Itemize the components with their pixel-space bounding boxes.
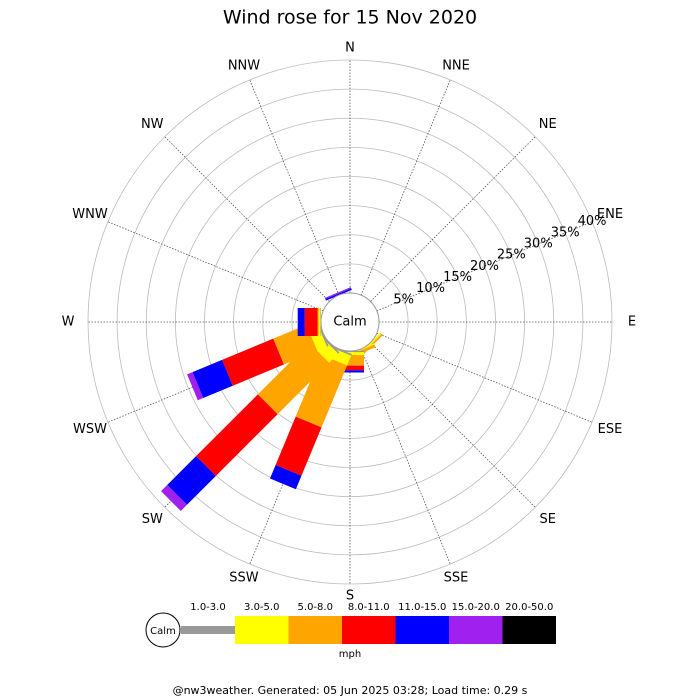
r-tick-label: 30% — [524, 237, 553, 252]
r-tick-label: 40% — [578, 214, 607, 229]
calm-circle — [320, 292, 380, 352]
legend-swatch — [502, 616, 556, 644]
direction-label: SSW — [229, 570, 259, 585]
direction-label: WNW — [72, 207, 108, 222]
r-tick-label: 15% — [443, 270, 472, 285]
direction-label: NE — [539, 117, 557, 132]
bar-segment — [275, 416, 322, 476]
bar-segment — [318, 308, 321, 336]
direction-label: SSE — [444, 570, 469, 585]
bar-segment — [222, 338, 284, 386]
legend-swatch — [235, 616, 289, 644]
legend-label: 5.0-8.0 — [298, 602, 333, 613]
calm-label: Calm — [333, 315, 366, 330]
direction-label: NNE — [442, 59, 470, 74]
bar-segment — [187, 372, 204, 401]
bar-segment — [324, 287, 352, 299]
direction-label: N — [345, 41, 355, 56]
direction-label: E — [628, 315, 636, 330]
legend-swatch — [449, 616, 503, 644]
legend-calm-label: Calm — [150, 626, 176, 637]
grid-ring — [116, 88, 584, 556]
bar-segment — [325, 288, 352, 301]
direction-label: NW — [141, 117, 164, 132]
legend-label: 15.0-20.0 — [452, 602, 500, 613]
unit-label: mph — [339, 649, 361, 660]
bar-segment — [270, 465, 302, 490]
grid-ring — [291, 263, 409, 381]
direction-label: W — [62, 315, 75, 330]
r-tick-label: 5% — [393, 292, 414, 307]
direction-label: ESE — [598, 422, 623, 437]
legend-calm — [145, 612, 181, 648]
chart-title: Wind rose for 15 Nov 2020 — [223, 7, 477, 29]
grid-ring — [87, 59, 613, 585]
legend-swatch — [342, 616, 396, 644]
legend-swatch — [395, 616, 449, 644]
legend-label: 3.0-5.0 — [244, 602, 279, 613]
bar-segment — [161, 485, 187, 511]
bar-segment — [317, 308, 319, 336]
direction-label: SW — [142, 512, 163, 527]
r-tick-label: 10% — [416, 281, 445, 296]
r-tick-label: 20% — [470, 259, 499, 274]
direction-label: NNW — [228, 59, 260, 74]
legend-label: 8.0-11.0 — [348, 602, 390, 613]
legend-label: 11.0-15.0 — [398, 602, 446, 613]
bar-segment — [192, 359, 233, 398]
grid-ring — [204, 176, 496, 468]
direction-label: SE — [540, 512, 556, 527]
grid-ring — [174, 146, 526, 498]
direction-label: WSW — [73, 422, 107, 437]
legend-swatch — [288, 616, 342, 644]
r-tick-label: 25% — [497, 248, 526, 263]
bar-segment — [297, 308, 305, 336]
footer: @nw3weather. Generated: 05 Jun 2025 03:2… — [173, 684, 528, 697]
legend-label: 1.0-3.0 — [190, 602, 225, 613]
bar-segment — [196, 394, 278, 476]
direction-label: ENE — [597, 207, 623, 222]
legend-swatch — [181, 626, 235, 634]
legend-label: 20.0-50.0 — [505, 602, 553, 613]
r-tick-label: 35% — [551, 225, 580, 240]
bar-segment — [167, 456, 216, 505]
bar-segment — [304, 308, 318, 336]
bar-segment — [295, 354, 348, 428]
bar-segment — [257, 342, 330, 415]
direction-label: S — [346, 589, 354, 604]
